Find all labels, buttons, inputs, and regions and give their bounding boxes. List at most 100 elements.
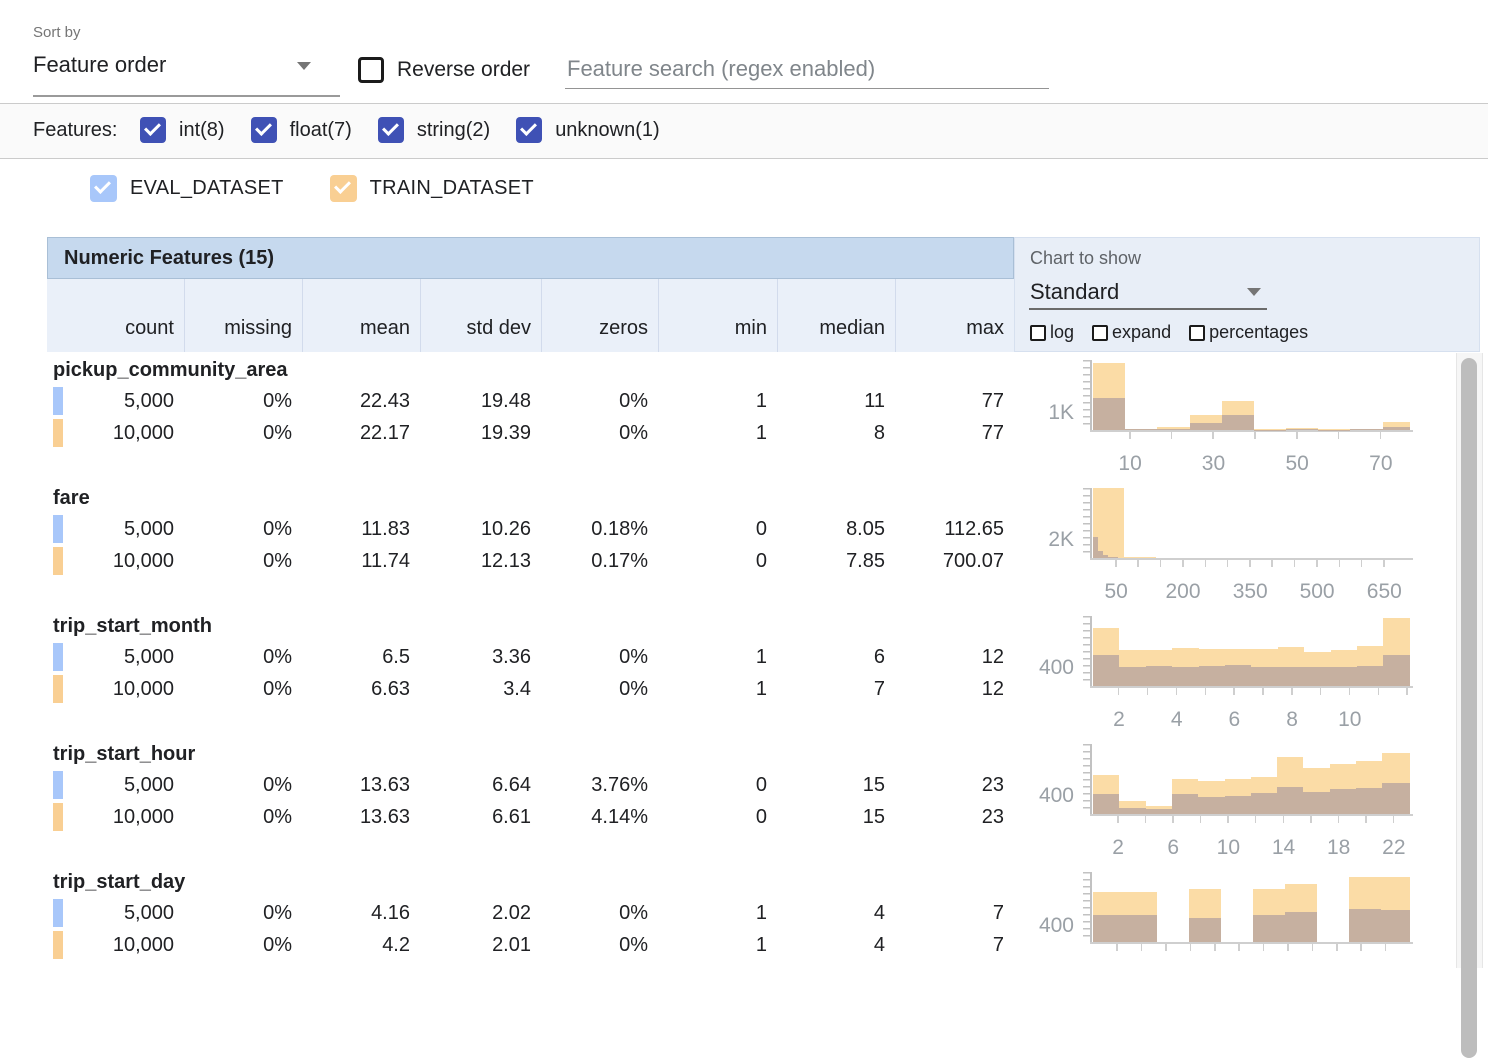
eval-overlap-bar: [1119, 808, 1145, 814]
feature-type-filters: int(8)float(7)string(2)unknown(1): [114, 117, 660, 148]
dataset-checkbox[interactable]: [90, 175, 117, 202]
chart-option-label: expand: [1112, 322, 1171, 343]
stat-value: 0%: [184, 769, 292, 801]
stat-value: 12: [895, 641, 1004, 673]
eval-overlap-bar: [1222, 415, 1254, 430]
eval-overlap-bar: [1146, 666, 1172, 686]
type-filter-checkbox[interactable]: [251, 117, 277, 143]
eval-overlap-bar: [1189, 918, 1221, 942]
x-tick: [1312, 944, 1314, 951]
feature-filters-band: Features: int(8)float(7)string(2)unknown…: [0, 104, 1488, 158]
reverse-order-label: Reverse order: [397, 58, 530, 82]
x-axis: [1090, 686, 1413, 688]
stat-value: 12.13: [420, 545, 531, 577]
stat-row: 10,0000%4.22.010%147: [47, 929, 1014, 961]
x-tick: [1182, 560, 1184, 567]
features-label: Features:: [33, 119, 117, 142]
stat-row: 10,0000%22.1719.390%1877: [47, 417, 1014, 449]
eval-overlap-bar: [1093, 655, 1119, 686]
plot-area: [1093, 360, 1410, 430]
table-title: Numeric Features (15): [47, 237, 1014, 279]
eval-overlap-bar: [1303, 792, 1329, 814]
x-tick: [1145, 816, 1147, 823]
stat-value: 10,000: [47, 929, 174, 961]
x-tick-label: 50: [1086, 580, 1146, 604]
y-axis: [1083, 360, 1092, 430]
eval-overlap-bar: [1382, 783, 1410, 814]
stat-value: 2.02: [420, 897, 531, 929]
chart-option-checkbox-log[interactable]: [1030, 325, 1046, 341]
type-filter-checkbox[interactable]: [140, 117, 166, 143]
x-tick: [1338, 816, 1340, 823]
chevron-down-icon: [297, 62, 311, 70]
histogram-pickup_community_area: 1K10305070: [1014, 352, 1424, 480]
x-tick: [1380, 432, 1382, 439]
sort-by-value: Feature order: [33, 52, 166, 77]
type-filter-checkbox[interactable]: [378, 117, 404, 143]
x-tick: [1310, 816, 1312, 823]
stat-value: 3.36: [420, 641, 531, 673]
divider-filters: [0, 158, 1488, 159]
stat-value: 8.05: [777, 513, 885, 545]
type-filter-label: string(2): [417, 119, 490, 142]
x-tick: [1238, 944, 1240, 951]
type-filter-label: int(8): [179, 119, 225, 142]
scrollbar-thumb[interactable]: [1461, 358, 1477, 1058]
dataset-toggles: EVAL_DATASETTRAIN_DATASET: [90, 175, 580, 207]
stat-value: 3.4: [420, 673, 531, 705]
x-tick-label: 10: [1100, 452, 1160, 476]
eval-overlap-bar: [1383, 655, 1410, 686]
chart-type-select[interactable]: Standard: [1030, 279, 1119, 305]
chart-option-checkbox-percentages[interactable]: [1189, 325, 1205, 341]
histogram-trip_start_month: 400246810: [1014, 608, 1424, 736]
stat-value: 23: [895, 769, 1004, 801]
stat-value: 15: [777, 801, 885, 833]
train-bar: [1124, 557, 1155, 558]
stat-value: 7: [895, 897, 1004, 929]
eval-overlap-bar: [1125, 429, 1157, 430]
stat-value: 2.01: [420, 929, 531, 961]
x-tick: [1263, 944, 1265, 951]
x-tick: [1283, 816, 1285, 823]
chart-option-checkbox-expand[interactable]: [1092, 325, 1108, 341]
x-tick-label: 18: [1309, 836, 1369, 860]
feature-search-input[interactable]: [565, 56, 1049, 89]
x-tick: [1296, 432, 1298, 439]
plot-area: [1093, 488, 1410, 558]
chart-option-checkboxes: logexpandpercentages: [1030, 322, 1326, 343]
sort-by-select[interactable]: Feature order: [33, 52, 340, 78]
eval-overlap-bar: [1383, 427, 1410, 430]
x-tick-label: 350: [1220, 580, 1280, 604]
eval-overlap-bar: [1146, 809, 1172, 814]
x-tick: [1349, 688, 1351, 695]
eval-overlap-bar: [1093, 794, 1119, 814]
scrollbar-track[interactable]: [1456, 353, 1483, 968]
column-header-row: countmissingmeanstd devzerosminmedianmax: [47, 279, 1014, 352]
stat-value: 700.07: [895, 545, 1004, 577]
y-axis-label: 400: [1014, 784, 1074, 808]
stats-table-body: pickup_community_area5,0000%22.4319.480%…: [47, 352, 1014, 968]
y-axis-label: 400: [1014, 914, 1074, 938]
x-tick: [1176, 688, 1178, 695]
x-tick: [1116, 944, 1118, 951]
stat-value: 0%: [541, 641, 648, 673]
y-axis-label: 2K: [1014, 528, 1074, 552]
stat-value: 4: [777, 929, 885, 961]
type-filter-checkbox[interactable]: [516, 117, 542, 143]
reverse-order-checkbox[interactable]: [358, 57, 384, 83]
x-tick: [1165, 944, 1167, 951]
column-separator: [658, 279, 659, 352]
x-tick: [1227, 816, 1229, 823]
stat-value: 5,000: [47, 897, 174, 929]
dataset-checkbox[interactable]: [330, 175, 357, 202]
eval-overlap-bar: [1357, 666, 1383, 686]
x-tick: [1212, 432, 1214, 439]
x-tick: [1365, 816, 1367, 823]
eval-overlap-bar: [1157, 429, 1189, 430]
x-tick: [1336, 944, 1338, 951]
stat-value: 3.76%: [541, 769, 648, 801]
x-tick: [1205, 560, 1207, 567]
stat-value: 0%: [184, 929, 292, 961]
x-tick: [1378, 688, 1380, 695]
column-header-count: count: [47, 317, 174, 340]
